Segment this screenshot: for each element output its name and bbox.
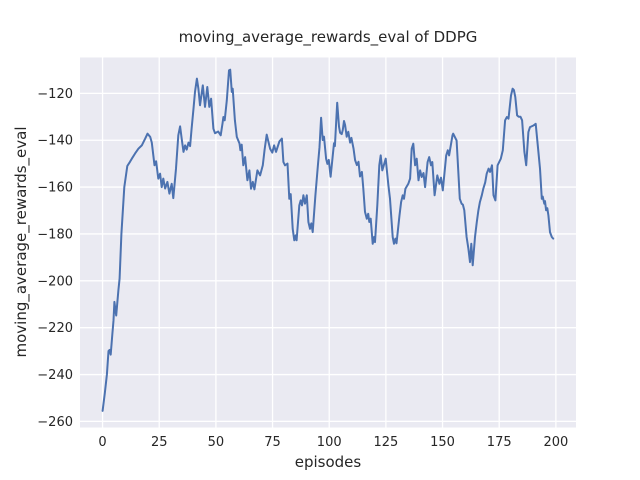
y-tick-label: −160: [37, 181, 73, 196]
x-tick-label: 200: [543, 435, 568, 450]
y-tick-label: −220: [37, 321, 73, 336]
y-tick-label: −260: [37, 415, 73, 430]
y-axis-label: moving_average_rewards_eval: [12, 126, 30, 358]
x-tick-label: 25: [151, 435, 168, 450]
axes-background: [80, 57, 576, 428]
x-tick-label: 175: [487, 435, 512, 450]
y-tick-label: −120: [37, 87, 73, 102]
x-tick-label: 100: [317, 435, 342, 450]
x-tick-label: 75: [264, 435, 281, 450]
x-tick-label: 0: [98, 435, 106, 450]
y-tick-label: −140: [37, 134, 73, 149]
chart-title: moving_average_rewards_eval of DDPG: [178, 28, 478, 46]
x-tick-label: 50: [208, 435, 225, 450]
x-axis-label: episodes: [294, 453, 362, 471]
x-tick-label: 125: [373, 435, 398, 450]
reward-series-line: [101, 68, 555, 412]
y-tick-label: −200: [37, 274, 73, 289]
y-tick-label: −180: [37, 227, 73, 242]
y-tick-label: −240: [37, 368, 73, 383]
x-tick-label: 150: [430, 435, 455, 450]
